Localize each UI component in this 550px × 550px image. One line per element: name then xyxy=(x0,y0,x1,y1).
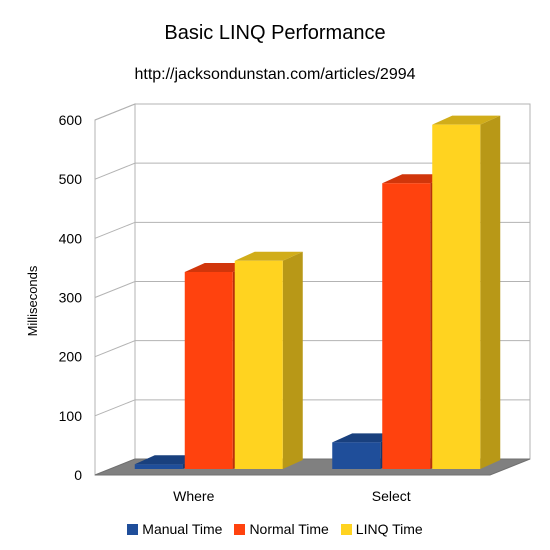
legend: Manual Time Normal Time LINQ Time xyxy=(0,521,550,537)
y-tick-label: 400 xyxy=(59,230,83,246)
chart-title: Basic LINQ Performance xyxy=(164,22,386,44)
legend-item: Manual Time xyxy=(127,521,222,537)
legend-swatch xyxy=(127,523,139,535)
legend-item: Normal Time xyxy=(234,521,329,537)
bar-front xyxy=(134,464,183,469)
legend-swatch xyxy=(340,523,352,535)
legend-item: LINQ Time xyxy=(340,521,423,537)
legend-label: LINQ Time xyxy=(355,521,423,537)
chart-subtitle: http://jacksondunstan.com/articles/2994 xyxy=(134,66,416,83)
y-axis-label: Milliseconds xyxy=(25,265,40,336)
y-tick-label: 100 xyxy=(59,408,83,424)
bars xyxy=(134,115,501,470)
bar-front xyxy=(382,183,431,469)
bar-front xyxy=(332,442,381,469)
bar-top xyxy=(234,251,303,261)
x-axis-categories: Where Select xyxy=(173,488,411,504)
gridline xyxy=(94,162,530,180)
y-axis-ticks: 0 100 200 300 400 500 600 xyxy=(59,112,83,483)
legend-label: Manual Time xyxy=(142,521,223,537)
x-category-label: Where xyxy=(173,488,214,504)
bar-top xyxy=(432,115,501,125)
gridline xyxy=(94,103,530,121)
y-tick-label: 500 xyxy=(59,171,83,187)
legend-swatch xyxy=(234,523,246,535)
bar xyxy=(234,251,303,469)
bar-side xyxy=(282,251,303,469)
bar xyxy=(432,115,501,470)
legend-label: Normal Time xyxy=(249,521,329,537)
bar-front xyxy=(234,260,283,469)
y-tick-label: 0 xyxy=(74,467,82,483)
bar-side xyxy=(480,115,501,470)
y-tick-label: 600 xyxy=(59,112,83,128)
y-tick-label: 200 xyxy=(59,349,83,365)
x-category-label: Select xyxy=(372,488,411,504)
bar-front xyxy=(432,124,481,470)
y-tick-label: 300 xyxy=(59,290,83,306)
bar-front xyxy=(184,271,233,469)
